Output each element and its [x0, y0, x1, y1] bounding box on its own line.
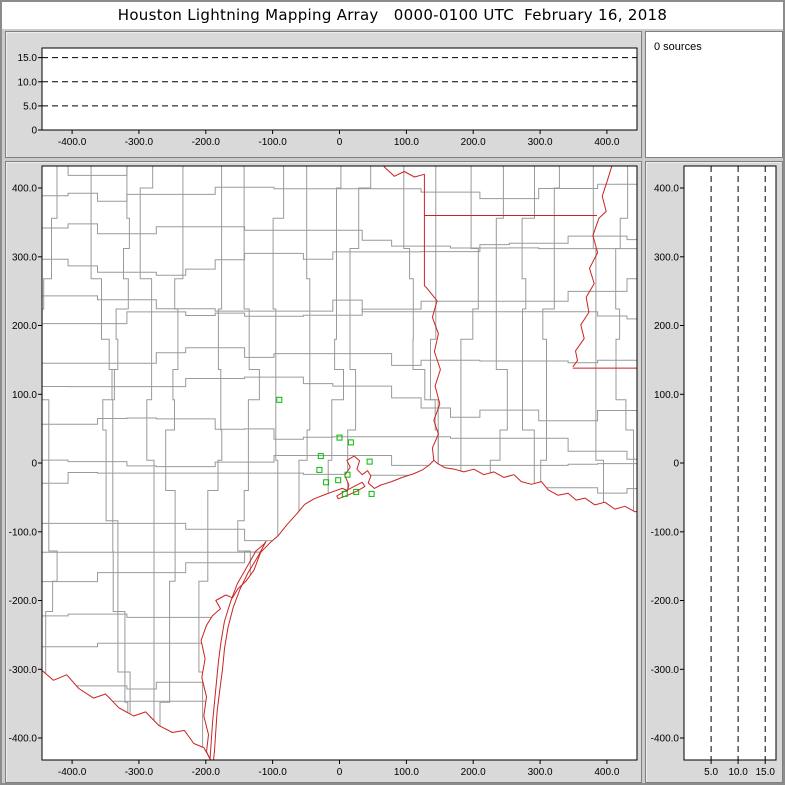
- x-tick-label: 10.0: [728, 767, 748, 778]
- plot-border: [683, 165, 777, 761]
- alt-ns-plot-area[interactable]: [683, 165, 777, 761]
- coastline-line: [200, 455, 637, 760]
- y-tick-label: 15.0: [18, 53, 38, 64]
- x-tick-label: -100.0: [258, 137, 287, 148]
- x-tick-label: -200.0: [192, 137, 221, 148]
- y-tick-label: 100.0: [12, 390, 37, 401]
- plot-border: [41, 47, 638, 131]
- barrier-island-line: [209, 540, 267, 760]
- y-tick-label: -100.0: [9, 527, 38, 538]
- y-tick-label: -300.0: [651, 665, 680, 676]
- lma-station-marker: [368, 490, 375, 497]
- galveston-island-line: [336, 481, 366, 500]
- lma-station-marker: [347, 439, 354, 446]
- y-axis: 400.0 300.0 200.0 100.0 0 -100.0 -200.0 -300.0 -…: [651, 184, 684, 745]
- plan-view-plot-area[interactable]: [41, 165, 638, 761]
- plan-view-panel: -400.0 -300.0 -200.0 -100.0 0 100.0 200.0 300.0…: [5, 161, 642, 783]
- y-tick-label: 300.0: [12, 252, 37, 263]
- mississippi-river-line: [572, 166, 613, 368]
- lma-station-marker: [336, 434, 343, 441]
- plot-border: [41, 165, 638, 761]
- x-tick-label: 300.0: [528, 137, 553, 148]
- y-tick-label: 200.0: [12, 321, 37, 332]
- y-tick-label: 300.0: [654, 252, 679, 263]
- rio-grande-line: [42, 669, 211, 760]
- x-tick-label: -100.0: [258, 767, 287, 778]
- x-tick-label: -400.0: [58, 767, 87, 778]
- alt-ew-plot-area[interactable]: [41, 47, 638, 131]
- x-tick-label: 100.0: [394, 137, 419, 148]
- y-tick-label: 200.0: [654, 321, 679, 332]
- lma-station-marker: [344, 471, 351, 478]
- x-tick-label: 200.0: [461, 767, 486, 778]
- y-tick-label: -300.0: [9, 665, 38, 676]
- y-tick-label: 0: [31, 459, 37, 470]
- x-tick-label: 0: [337, 767, 343, 778]
- y-tick-label: 100.0: [654, 390, 679, 401]
- x-axis: 5.0 10.0 15.0: [704, 760, 775, 778]
- y-tick-label: -200.0: [9, 596, 38, 607]
- alt-ns-plot[interactable]: 5.0 10.0 15.0 400.0 300.0 200.0 100.0 0 -100.0 -2…: [646, 162, 782, 782]
- x-axis: -400.0 -300.0 -200.0 -100.0 0 100.0 200.0 300.0…: [58, 130, 620, 148]
- x-tick-label: 100.0: [394, 767, 419, 778]
- y-tick-label: -200.0: [651, 596, 680, 607]
- lma-station-marker: [353, 488, 360, 495]
- x-tick-label: 400.0: [594, 137, 619, 148]
- lma-stations: [276, 396, 375, 497]
- alt-ew-plot[interactable]: -400.0 -300.0 -200.0 -100.0 0 100.0 200.0 300.0…: [6, 32, 641, 157]
- lma-station-marker: [317, 453, 324, 460]
- y-tick-label: -400.0: [9, 734, 38, 745]
- sources-panel: 0 sources: [645, 31, 783, 158]
- lma-station-marker: [316, 466, 323, 473]
- plan-view-plot[interactable]: -400.0 -300.0 -200.0 -100.0 0 100.0 200.0 300.0…: [6, 162, 641, 782]
- y-tick-label: 0: [31, 126, 37, 137]
- tx-la-border-line: [382, 166, 441, 461]
- page-title: Houston Lightning Mapping Array 0000-010…: [2, 2, 783, 29]
- x-tick-label: 15.0: [755, 767, 775, 778]
- y-tick-label: 0: [673, 459, 679, 470]
- sources-count: 0 sources: [654, 41, 702, 53]
- alt-ew-panel: -400.0 -300.0 -200.0 -100.0 0 100.0 200.0 300.0…: [5, 31, 642, 158]
- y-tick-label: 400.0: [654, 184, 679, 195]
- x-tick-label: -400.0: [58, 137, 87, 148]
- y-tick-label: 5.0: [23, 101, 37, 112]
- x-tick-label: 0: [337, 137, 343, 148]
- altitude-gridlines: [42, 57, 637, 107]
- x-axis: -400.0 -300.0 -200.0 -100.0 0 100.0 200.0 300.0…: [58, 760, 620, 778]
- x-tick-label: 5.0: [704, 767, 718, 778]
- lma-station-marker: [366, 458, 373, 465]
- x-tick-label: 300.0: [528, 767, 553, 778]
- x-tick-label: -200.0: [192, 767, 221, 778]
- x-tick-label: -300.0: [125, 767, 154, 778]
- x-tick-label: -300.0: [125, 137, 154, 148]
- alt-ns-panel: 5.0 10.0 15.0 400.0 300.0 200.0 100.0 0 -100.0 -2…: [645, 161, 783, 783]
- lma-station-marker: [323, 479, 330, 486]
- y-tick-label: 400.0: [12, 184, 37, 195]
- y-tick-label: -100.0: [651, 527, 680, 538]
- lma-station-marker: [335, 477, 342, 484]
- altitude-gridlines: [710, 166, 766, 760]
- y-axis: 15.0 10.0 5.0 0: [18, 53, 42, 137]
- y-axis: 400.0 300.0 200.0 100.0 0 -100.0 -200.0 -300.0 -…: [9, 184, 42, 745]
- y-tick-label: -400.0: [651, 734, 680, 745]
- x-tick-label: 400.0: [594, 767, 619, 778]
- y-tick-label: 10.0: [18, 77, 38, 88]
- state-borders: [42, 166, 637, 760]
- lma-station-marker: [341, 490, 348, 497]
- x-tick-label: 200.0: [461, 137, 486, 148]
- lma-station-marker: [276, 396, 283, 403]
